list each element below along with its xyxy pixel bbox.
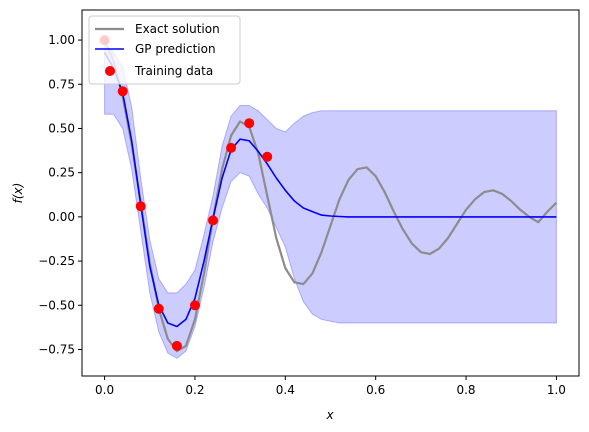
training-data-point: [244, 118, 255, 129]
y-tick-label: 0.25: [48, 166, 75, 180]
gp-prediction-line: [103, 52, 557, 328]
training-data-point: [135, 201, 146, 212]
y-axis-ticks: −0.75 −0.50 −0.25 0.00 0.25 0.50 0.75 1.00: [38, 33, 82, 356]
confidence-band-layer: [104, 42, 557, 359]
training-data-point: [208, 215, 218, 226]
x-tick-label: 0.2: [185, 383, 204, 397]
y-tick-label: −0.75: [38, 342, 75, 356]
x-tick-label: 0.8: [456, 383, 475, 397]
training-data-point: [226, 142, 237, 153]
y-tick-label: 0.50: [48, 121, 75, 135]
training-data-point: [262, 151, 273, 162]
x-tick-label: 0.0: [95, 383, 114, 397]
y-tick-label: 0.75: [48, 77, 75, 91]
legend-box: [88, 15, 241, 85]
x-tick-label: 0.6: [366, 383, 385, 397]
legend-swatch-training-data: [105, 66, 115, 76]
y-axis-label: f(x): [11, 183, 25, 204]
y-tick-label: −0.25: [38, 254, 75, 268]
y-tick-label: 0.00: [48, 210, 75, 224]
y-tick-label: 1.00: [48, 33, 75, 47]
legend-label-training-data: Training data: [134, 64, 213, 78]
legend-label-exact-solution: Exact solution: [135, 22, 220, 36]
training-data-point: [153, 303, 164, 314]
x-axis-ticks: 0.0 0.2 0.4 0.6 0.8 1.0: [95, 376, 566, 397]
legend-label-gp-prediction: GP prediction: [135, 42, 216, 56]
gp-prediction-confidence-band: [104, 42, 557, 359]
training-data-point: [171, 340, 182, 351]
training-points-layer: [99, 35, 273, 351]
training-data-point: [190, 300, 200, 311]
x-axis-label: x: [325, 408, 334, 422]
x-tick-label: 0.4: [276, 383, 295, 397]
x-tick-label: 1.0: [547, 383, 566, 397]
training-data-point: [117, 86, 128, 97]
plot-frame: [81, 9, 580, 377]
y-tick-label: −0.50: [38, 298, 75, 312]
legend: Exact solution GP prediction Training da…: [88, 15, 241, 85]
